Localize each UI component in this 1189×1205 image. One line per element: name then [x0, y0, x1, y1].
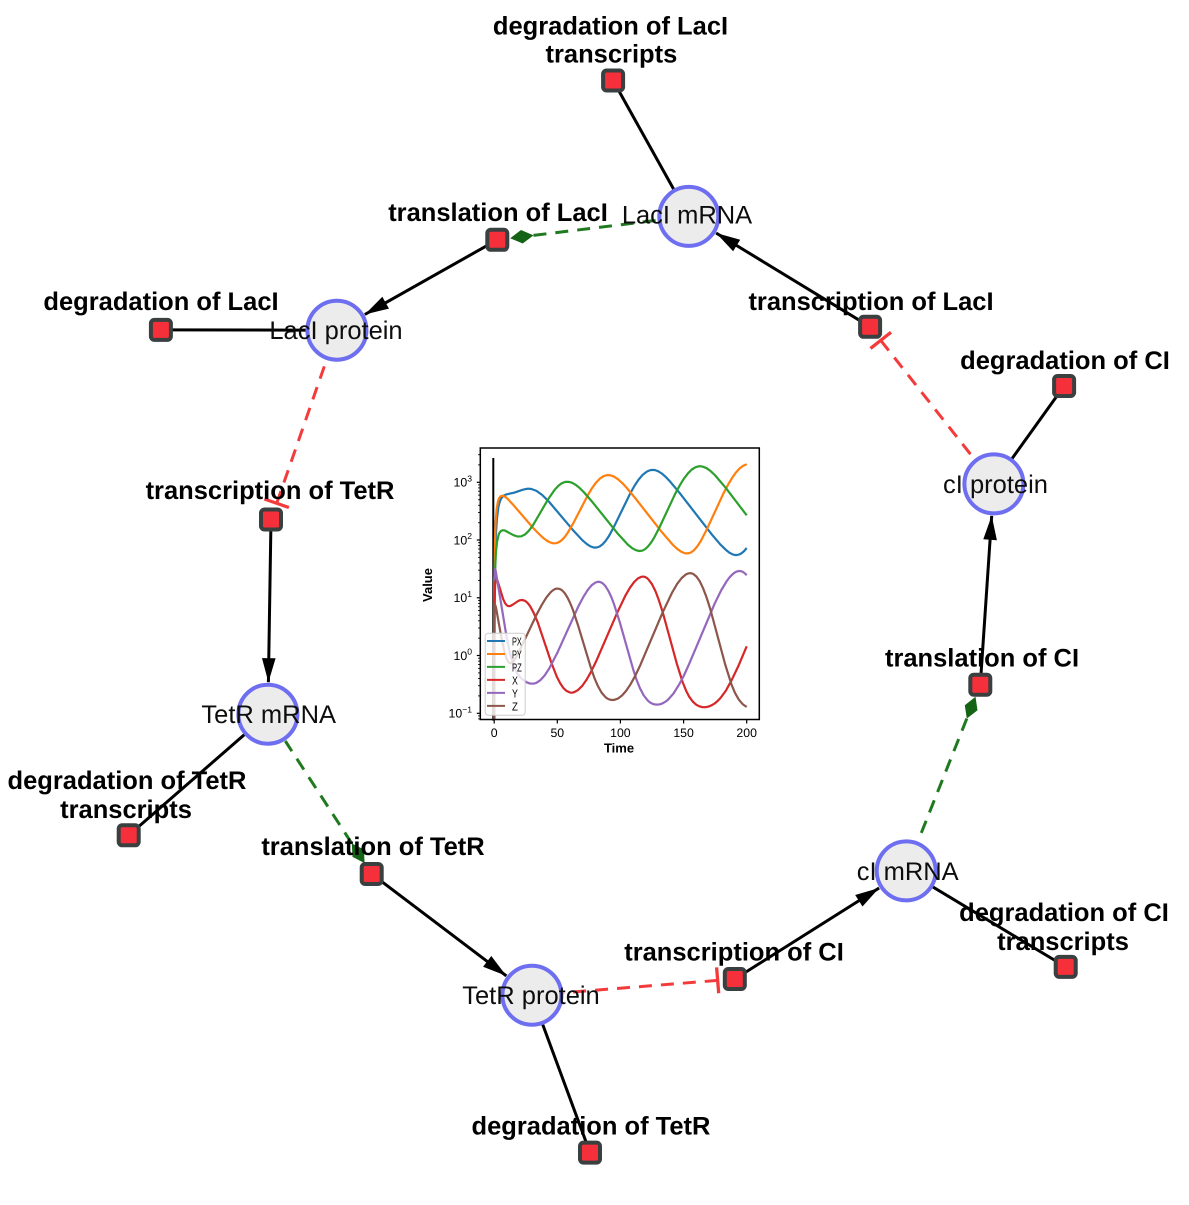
svg-text:degradation of TetR: degradation of TetR	[472, 1113, 711, 1141]
svg-text:translation of LacI: translation of LacI	[388, 199, 608, 227]
svg-text:50: 50	[550, 726, 564, 740]
svg-text:Y: Y	[512, 688, 518, 701]
svg-text:cI mRNA: cI mRNA	[857, 858, 959, 886]
svg-text:degradation of CI: degradation of CI	[960, 347, 1170, 375]
svg-text:150: 150	[673, 726, 694, 740]
svg-text:LacI protein: LacI protein	[269, 317, 402, 345]
svg-text:TetR mRNA: TetR mRNA	[201, 701, 336, 729]
svg-text:translation of CI: translation of CI	[885, 645, 1079, 673]
svg-text:degradation of TetR: degradation of TetR	[8, 767, 247, 795]
svg-text:transcription of LacI: transcription of LacI	[748, 288, 993, 316]
svg-text:0: 0	[491, 726, 498, 740]
svg-text:translation of TetR: translation of TetR	[261, 833, 484, 861]
svg-text:Time: Time	[604, 741, 634, 756]
svg-text:cI protein: cI protein	[943, 471, 1048, 499]
svg-text:transcripts: transcripts	[997, 928, 1129, 956]
svg-text:Value: Value	[420, 568, 435, 602]
svg-text:transcripts: transcripts	[546, 41, 678, 69]
svg-text:TetR protein: TetR protein	[462, 982, 600, 1010]
svg-text:transcription of CI: transcription of CI	[624, 939, 844, 967]
svg-text:PZ: PZ	[512, 662, 522, 675]
svg-text:Z: Z	[512, 701, 518, 714]
svg-text:PY: PY	[512, 649, 522, 662]
svg-text:degradation of CI: degradation of CI	[959, 899, 1169, 927]
svg-text:100: 100	[610, 726, 631, 740]
svg-text:X: X	[512, 675, 518, 688]
svg-text:degradation of LacI: degradation of LacI	[43, 288, 278, 316]
svg-text:200: 200	[736, 726, 757, 740]
svg-text:degradation of LacI: degradation of LacI	[493, 13, 728, 41]
svg-text:transcription of TetR: transcription of TetR	[146, 477, 395, 505]
svg-text:transcripts: transcripts	[60, 796, 192, 824]
svg-text:PX: PX	[512, 636, 522, 649]
svg-text:LacI mRNA: LacI mRNA	[622, 202, 752, 230]
